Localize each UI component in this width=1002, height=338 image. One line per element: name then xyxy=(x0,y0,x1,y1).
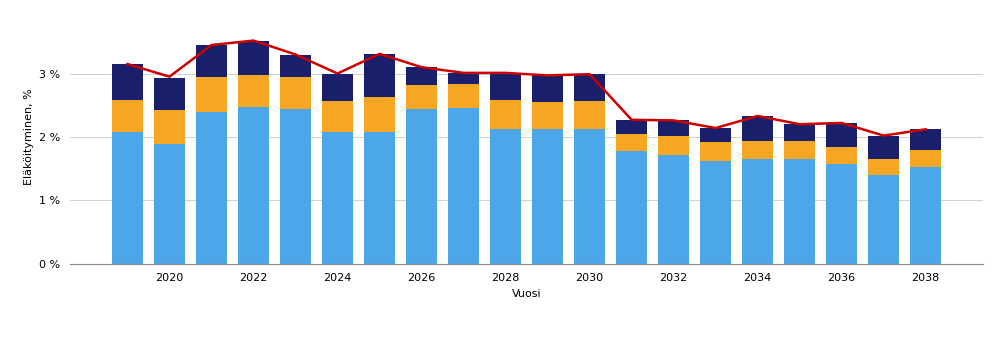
Y-axis label: Eläköityminen, %: Eläköityminen, % xyxy=(24,89,34,185)
Bar xyxy=(153,145,185,264)
Bar xyxy=(364,132,395,264)
Bar xyxy=(825,164,857,264)
Bar xyxy=(153,78,185,110)
Bar xyxy=(280,109,311,264)
Bar xyxy=(447,84,479,108)
Bar xyxy=(237,75,269,107)
Bar xyxy=(280,54,311,77)
Bar xyxy=(784,141,815,159)
Bar xyxy=(741,141,773,159)
Bar xyxy=(699,142,730,161)
Bar xyxy=(909,150,941,167)
Bar xyxy=(573,101,605,129)
Bar xyxy=(406,109,437,264)
Bar xyxy=(573,129,605,264)
Bar xyxy=(699,128,730,142)
Bar xyxy=(489,73,521,100)
Bar xyxy=(489,100,521,129)
Bar xyxy=(909,167,941,264)
Bar xyxy=(531,129,563,264)
Bar xyxy=(195,112,227,264)
Bar xyxy=(195,77,227,112)
Bar xyxy=(825,123,857,147)
Bar xyxy=(111,100,143,132)
Bar xyxy=(657,155,688,264)
Bar xyxy=(867,136,899,159)
Bar xyxy=(699,161,730,264)
Bar xyxy=(111,64,143,100)
Bar xyxy=(657,136,688,155)
Bar xyxy=(322,74,353,101)
Bar xyxy=(741,116,773,141)
Bar xyxy=(825,147,857,164)
Bar xyxy=(406,85,437,109)
Bar xyxy=(867,175,899,264)
Bar xyxy=(364,54,395,97)
Bar xyxy=(447,108,479,264)
Bar xyxy=(489,129,521,264)
Bar xyxy=(406,67,437,85)
Bar xyxy=(237,41,269,75)
Bar xyxy=(573,74,605,101)
Bar xyxy=(909,129,941,150)
Bar xyxy=(531,75,563,102)
Bar xyxy=(322,101,353,132)
Bar xyxy=(447,73,479,84)
Bar xyxy=(322,132,353,264)
Bar xyxy=(657,120,688,136)
Bar xyxy=(195,45,227,77)
Bar xyxy=(153,110,185,145)
Bar xyxy=(237,107,269,264)
Bar xyxy=(615,134,646,151)
Bar xyxy=(111,132,143,264)
Bar xyxy=(867,159,899,175)
Bar xyxy=(364,97,395,132)
Bar xyxy=(784,159,815,264)
X-axis label: Vuosi: Vuosi xyxy=(511,289,541,299)
Bar xyxy=(741,159,773,264)
Bar xyxy=(784,124,815,141)
Bar xyxy=(280,77,311,109)
Bar xyxy=(615,120,646,134)
Bar xyxy=(615,151,646,264)
Bar xyxy=(531,102,563,129)
